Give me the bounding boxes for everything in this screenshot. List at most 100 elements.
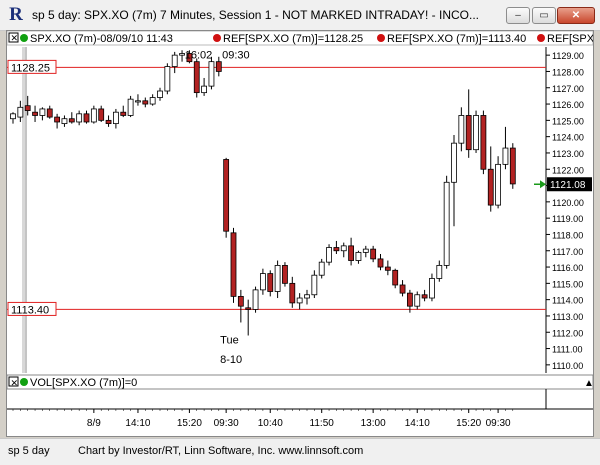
candle-body bbox=[149, 97, 156, 105]
status-credit: Chart by Investor/RT, Linn Software, Inc… bbox=[78, 445, 364, 457]
candle-body bbox=[502, 147, 509, 165]
chart-frame: ✕ SPX.XO (7m)-08/09/10 11:43 REF[SPX.XO (7… bbox=[6, 30, 594, 437]
restore-button[interactable]: ▭ bbox=[532, 7, 556, 24]
candle-body bbox=[24, 105, 31, 111]
y-tick-label: 1128.00 bbox=[552, 67, 584, 77]
candle-body bbox=[76, 113, 83, 123]
legend-red-dot-1 bbox=[213, 34, 221, 42]
candle-body bbox=[61, 118, 68, 125]
x-tick-label: 09:30 bbox=[214, 418, 239, 429]
candle-body bbox=[348, 245, 355, 261]
candle-body bbox=[304, 294, 310, 299]
candle-body bbox=[259, 273, 266, 291]
candle-body bbox=[414, 294, 421, 307]
candle-body bbox=[392, 269, 399, 286]
candle-body bbox=[458, 115, 465, 144]
header-ref-1: REF[SPX.XO (7m)]=1128.25 bbox=[223, 33, 363, 45]
volume-panel bbox=[7, 374, 593, 390]
close-button[interactable]: ✕ bbox=[557, 7, 595, 24]
candle-body bbox=[480, 115, 487, 170]
candle-body bbox=[90, 108, 97, 123]
status-bar: sp 5 day Chart by Investor/RT, Linn Soft… bbox=[0, 438, 600, 465]
candle-body bbox=[237, 295, 244, 307]
y-tick-label: 1110.00 bbox=[552, 361, 583, 371]
minimize-button[interactable]: – bbox=[506, 7, 530, 24]
candle-body bbox=[406, 292, 413, 307]
y-tick-label: 1120.00 bbox=[552, 198, 584, 208]
x-tick-label: 15:20 bbox=[456, 418, 481, 429]
status-chart-name: sp 5 day bbox=[8, 445, 50, 457]
ref-label-box bbox=[7, 301, 57, 316]
chart-header-bar bbox=[7, 31, 593, 46]
candle-body bbox=[289, 282, 296, 304]
candle-body bbox=[179, 53, 185, 56]
x-tick-label: 13:00 bbox=[361, 418, 386, 429]
candle-body bbox=[436, 265, 443, 279]
header-ref-2: REF[SPX.XO (7m)]=1113.40 bbox=[387, 33, 526, 45]
candle-body bbox=[105, 119, 112, 125]
candle-body bbox=[443, 181, 450, 266]
y-tick-label: 1113.00 bbox=[552, 312, 583, 322]
y-tick-label: 1125.00 bbox=[552, 116, 584, 126]
x-tick-label: 8/9 bbox=[87, 418, 101, 429]
candle-body bbox=[68, 118, 75, 123]
candle-body bbox=[465, 115, 472, 151]
y-tick-label: 1122.00 bbox=[552, 165, 584, 175]
candle-body bbox=[223, 159, 230, 232]
candle-body bbox=[171, 54, 178, 67]
candle-body bbox=[39, 108, 46, 116]
candle-body bbox=[32, 111, 38, 116]
y-tick-label: 1126.00 bbox=[552, 100, 584, 110]
x-tick-label: 14:10 bbox=[125, 418, 150, 429]
candle-body bbox=[46, 108, 53, 118]
candle-body bbox=[245, 307, 252, 310]
candle-body bbox=[318, 261, 325, 276]
candle-body bbox=[54, 116, 60, 123]
y-tick-label: 1114.00 bbox=[552, 296, 583, 306]
header-symbol-text: SPX.XO (7m)-08/09/10 11:43 bbox=[30, 33, 173, 45]
window-title: sp 5 day: SPX.XO (7m) 7 Minutes, Session… bbox=[32, 8, 480, 22]
annotation-day: Tue bbox=[220, 335, 239, 347]
candle-body bbox=[135, 100, 141, 103]
y-tick-label: 1124.00 bbox=[552, 133, 584, 143]
y-tick-label: 1119.00 bbox=[552, 214, 583, 224]
annotation-date: 8-10 bbox=[220, 354, 242, 366]
header-ref-3: REF[SPX.XO bbox=[547, 33, 593, 45]
last-price-marker bbox=[540, 180, 546, 189]
candle-body bbox=[120, 111, 127, 116]
y-tick-label: 1111.00 bbox=[552, 345, 583, 355]
candle-body bbox=[311, 274, 318, 296]
candle-body bbox=[296, 297, 303, 304]
candle-body bbox=[362, 248, 369, 253]
y-tick-label: 1117.00 bbox=[552, 247, 583, 257]
candle-body bbox=[429, 278, 435, 299]
candle-body bbox=[186, 53, 193, 63]
candle-body bbox=[384, 266, 391, 271]
candle-body bbox=[267, 273, 274, 292]
ref-label-box bbox=[7, 59, 57, 74]
candle-body bbox=[451, 142, 457, 183]
y-tick-label: 1118.00 bbox=[552, 230, 583, 240]
x-tick-label: 11:50 bbox=[310, 418, 335, 429]
chart-canvas[interactable]: ✕ SPX.XO (7m)-08/09/10 11:43 REF[SPX.XO (7… bbox=[7, 31, 593, 436]
candle-body bbox=[340, 245, 347, 252]
x-tick-label: 09:30 bbox=[486, 418, 511, 429]
candle-body bbox=[333, 247, 340, 252]
legend-green-dot bbox=[20, 34, 28, 42]
candle-body bbox=[326, 247, 332, 263]
y-tick-label: 1116.00 bbox=[552, 263, 583, 273]
x-tick-label: 10:40 bbox=[258, 418, 283, 429]
header-close-box bbox=[8, 32, 19, 43]
volume-close-box bbox=[8, 376, 19, 387]
legend-red-dot-3 bbox=[537, 34, 545, 42]
candle-body bbox=[193, 61, 200, 94]
annotation-time: 09:30 bbox=[222, 49, 250, 61]
volume-legend-dot bbox=[20, 378, 28, 386]
y-tick-label: 1115.00 bbox=[552, 279, 583, 289]
last-price-box bbox=[547, 177, 592, 192]
candle-body bbox=[83, 113, 90, 123]
annotation-time: 16:02 bbox=[185, 49, 213, 61]
candle-body bbox=[421, 294, 428, 299]
candle-body bbox=[274, 265, 281, 292]
candle-body bbox=[113, 111, 119, 125]
